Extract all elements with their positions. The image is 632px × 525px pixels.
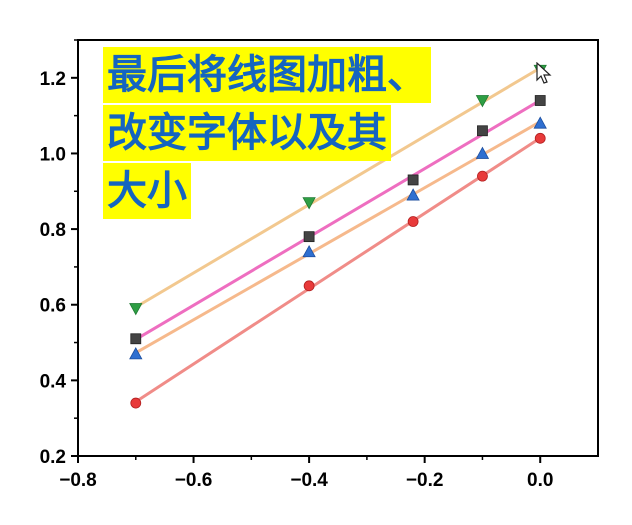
data-point-s2 <box>534 95 546 106</box>
series-line-4 <box>134 136 542 404</box>
x-axis: −0.8 −0.6 −0.4 −0.2 0.0 <box>59 456 553 491</box>
series-line-2 <box>134 98 542 341</box>
data-point-s4 <box>477 170 488 182</box>
data-point-s1 <box>302 197 316 210</box>
y-tick-label: 1.0 <box>40 144 66 165</box>
data-point-s2 <box>303 231 315 243</box>
data-point-s2 <box>477 125 488 137</box>
data-point-s3 <box>302 244 316 258</box>
data-point-s3 <box>533 116 547 129</box>
series-lines <box>134 66 542 404</box>
x-tick-label: 0.0 <box>527 470 553 491</box>
plot-border <box>77 39 599 457</box>
data-point-s4 <box>130 397 142 409</box>
x-tick-label: −0.2 <box>406 470 444 491</box>
y-tick-label: 0.4 <box>40 371 67 392</box>
data-point-s1 <box>129 303 143 316</box>
plot-frame <box>77 39 599 457</box>
data-point-s3 <box>129 347 143 360</box>
data-point-s1 <box>475 95 490 108</box>
data-point-s3 <box>406 188 420 201</box>
y-axis: 0.2 0.4 0.6 0.8 1.0 1.2 <box>40 39 78 468</box>
y-tick-label: 0.6 <box>40 296 66 317</box>
mouse-cursor-icon <box>536 62 552 84</box>
y-tick-label: 0.8 <box>40 220 66 241</box>
data-point-s3 <box>475 146 490 159</box>
data-point-s4 <box>407 216 419 227</box>
data-point-s2 <box>130 333 142 345</box>
y-tick-label: 1.2 <box>40 69 66 90</box>
series-line-1 <box>134 66 542 309</box>
x-tick-label: −0.8 <box>59 470 97 491</box>
x-tick-label: −0.6 <box>175 470 213 491</box>
x-tick-label: −0.4 <box>290 470 328 491</box>
data-point-s4 <box>303 280 315 292</box>
series-line-3 <box>134 120 542 355</box>
data-point-s4 <box>534 132 546 144</box>
data-point-s2 <box>407 174 419 186</box>
y-tick-label: 0.2 <box>40 447 66 468</box>
